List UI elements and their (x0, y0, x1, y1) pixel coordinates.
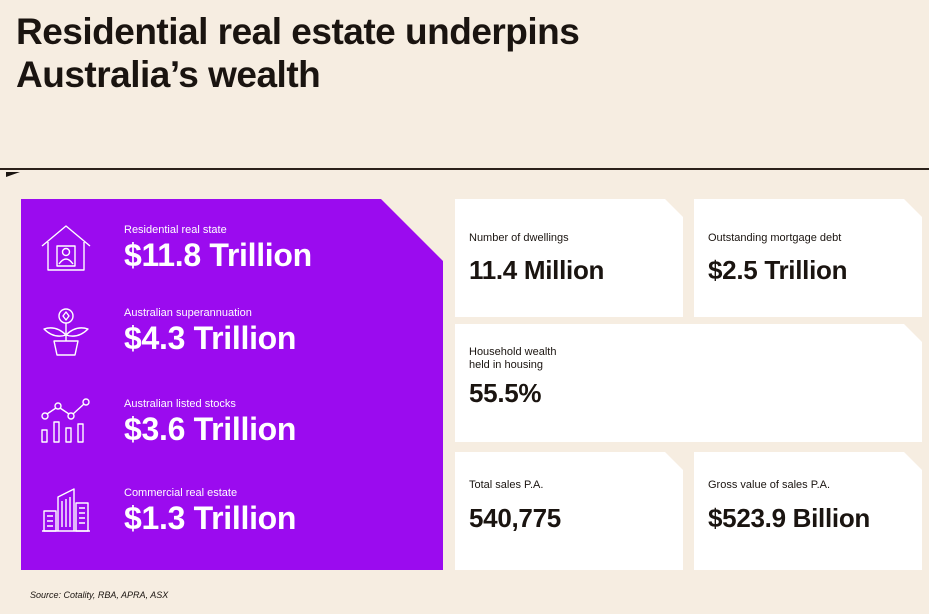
stat-value: $3.6 Trillion (124, 411, 297, 447)
card-label: Number of dwellings (469, 232, 569, 244)
office-buildings-icon (40, 487, 92, 539)
card-label: Outstanding mortgage debt (708, 232, 842, 244)
house-person-icon (40, 224, 92, 276)
stat-label: Australian listed stocks (124, 398, 236, 410)
title-line-2: Australia’s wealth (16, 54, 321, 95)
bar-line-chart-icon (40, 398, 92, 450)
divider-rule (0, 168, 929, 170)
card-value: $523.9 Billion (708, 503, 870, 533)
plant-pot-coin-icon (40, 307, 92, 359)
stat-value: $4.3 Trillion (124, 320, 297, 356)
card-value: 55.5% (469, 378, 542, 408)
stat-label: Australian superannuation (124, 307, 252, 319)
card-value: $2.5 Trillion (708, 255, 848, 285)
stat-label: Commercial real estate (124, 487, 238, 499)
stat-residential: Residential real state $11.8 Trillion (40, 224, 420, 288)
wealth-panel (21, 199, 443, 570)
stat-value: $11.8 Trillion (124, 237, 312, 273)
card-value: 540,775 (469, 503, 561, 533)
card-dwellings: Number of dwellings 11.4 Million (455, 199, 683, 317)
card-mortgage: Outstanding mortgage debt $2.5 Trillion (694, 199, 922, 317)
title-line-1: Residential real estate underpins (16, 11, 580, 52)
card-household: Household wealth held in housing 55.5% (455, 324, 922, 442)
divider-tick (6, 172, 20, 177)
stat-value: $1.3 Trillion (124, 500, 297, 536)
stat-commercial: Commercial real estate $1.3 Trillion (40, 487, 420, 551)
card-label: Household wealth held in housing (469, 346, 557, 371)
stat-superannuation: Australian superannuation $4.3 Trillion (40, 307, 420, 371)
card-gross-value: Gross value of sales P.A. $523.9 Billion (694, 452, 922, 570)
stat-listed-stocks: Australian listed stocks $3.6 Trillion (40, 398, 420, 462)
card-total-sales: Total sales P.A. 540,775 (455, 452, 683, 570)
stat-label: Residential real state (124, 224, 227, 236)
card-label: Total sales P.A. (469, 479, 544, 491)
source-note: Source: Cotality, RBA, APRA, ASX (30, 590, 169, 600)
card-label: Gross value of sales P.A. (708, 479, 831, 491)
page-title: Residential real estate underpins Austra… (16, 10, 580, 96)
card-value: 11.4 Million (469, 255, 605, 285)
